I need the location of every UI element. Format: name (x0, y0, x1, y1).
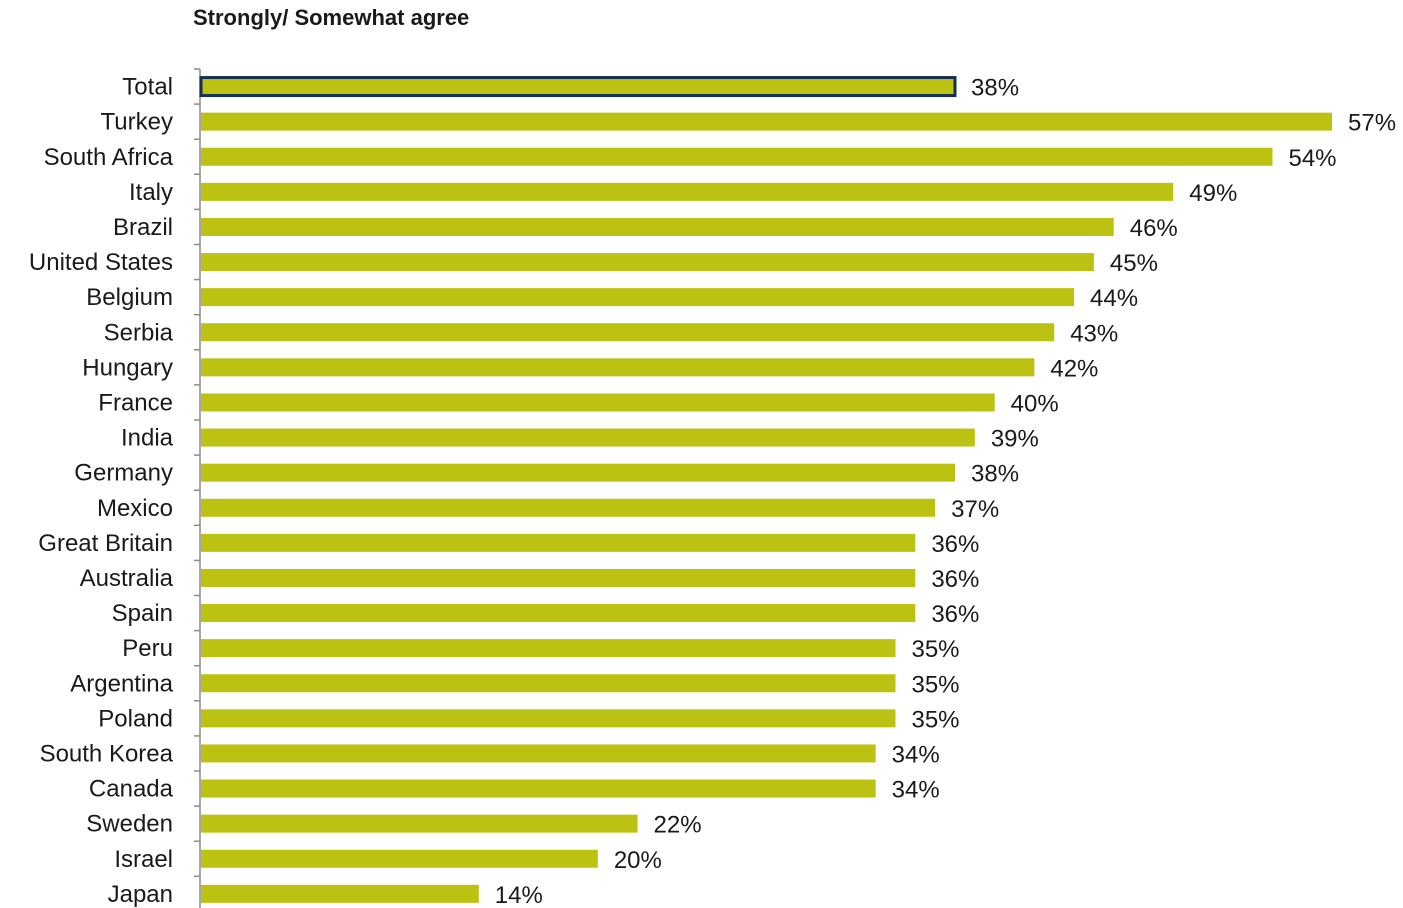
value-label: 34% (892, 777, 940, 804)
category-label: Italy (129, 179, 173, 206)
bar (201, 182, 1174, 201)
value-label: 35% (911, 706, 959, 733)
category-label: South Africa (44, 144, 174, 171)
bar (201, 814, 638, 833)
value-label: 36% (931, 566, 979, 593)
bar (201, 112, 1332, 131)
category-label: United States (29, 249, 173, 276)
category-label: Total (122, 74, 173, 101)
value-label: 38% (971, 75, 1019, 102)
category-label: Sweden (86, 811, 173, 838)
value-label: 34% (892, 741, 940, 768)
category-label: Belgium (86, 284, 173, 311)
category-label: Serbia (104, 319, 174, 346)
value-label: 44% (1090, 285, 1138, 312)
value-label: 37% (951, 496, 999, 523)
bar (201, 639, 896, 658)
bar (201, 463, 955, 482)
bar (201, 604, 916, 623)
value-label: 40% (1011, 390, 1059, 417)
chart-title: Strongly/ Somewhat agree (193, 5, 470, 30)
bar-total (199, 76, 957, 98)
value-label: 45% (1110, 250, 1158, 277)
category-label: India (121, 425, 174, 452)
value-label: 38% (971, 461, 1019, 488)
bar (201, 323, 1055, 342)
value-label: 46% (1130, 215, 1178, 242)
category-label: Japan (108, 881, 173, 908)
category-label: Great Britain (38, 530, 173, 557)
bar (201, 288, 1075, 307)
bar (201, 533, 916, 552)
bar (201, 253, 1094, 272)
value-label: 14% (495, 882, 543, 908)
value-label: 36% (931, 601, 979, 628)
bar (201, 674, 896, 693)
value-label: 35% (911, 671, 959, 698)
bar (201, 744, 876, 763)
value-label: 54% (1288, 145, 1336, 172)
value-label: 36% (931, 531, 979, 558)
category-label: France (98, 389, 173, 416)
bar (201, 884, 479, 903)
value-label: 20% (614, 847, 662, 874)
value-label: 39% (991, 426, 1039, 453)
bar (201, 393, 995, 412)
category-label: Poland (98, 705, 173, 732)
value-label: 22% (654, 812, 702, 839)
bar (201, 849, 598, 868)
category-label: Turkey (101, 109, 173, 136)
category-label: Israel (114, 846, 173, 873)
bar (201, 147, 1273, 166)
bar (201, 358, 1035, 377)
bar (201, 428, 975, 447)
bar (201, 568, 916, 587)
category-label: Spain (112, 600, 173, 627)
value-label: 43% (1070, 320, 1118, 347)
category-label: Argentina (70, 670, 173, 697)
category-label: Hungary (82, 354, 173, 381)
category-label: Australia (80, 565, 174, 592)
value-label: 42% (1050, 355, 1098, 382)
category-label: Mexico (97, 495, 173, 522)
category-label: South Korea (40, 740, 174, 767)
value-label: 49% (1189, 180, 1237, 207)
bar (201, 498, 936, 517)
value-label: 57% (1348, 110, 1396, 137)
category-label: Brazil (113, 214, 173, 241)
category-label: Germany (74, 460, 173, 487)
value-label: 35% (911, 636, 959, 663)
category-label: Canada (89, 776, 174, 803)
category-label: Peru (122, 635, 173, 662)
bar (201, 217, 1114, 236)
bar (201, 779, 876, 798)
bar (201, 709, 896, 728)
